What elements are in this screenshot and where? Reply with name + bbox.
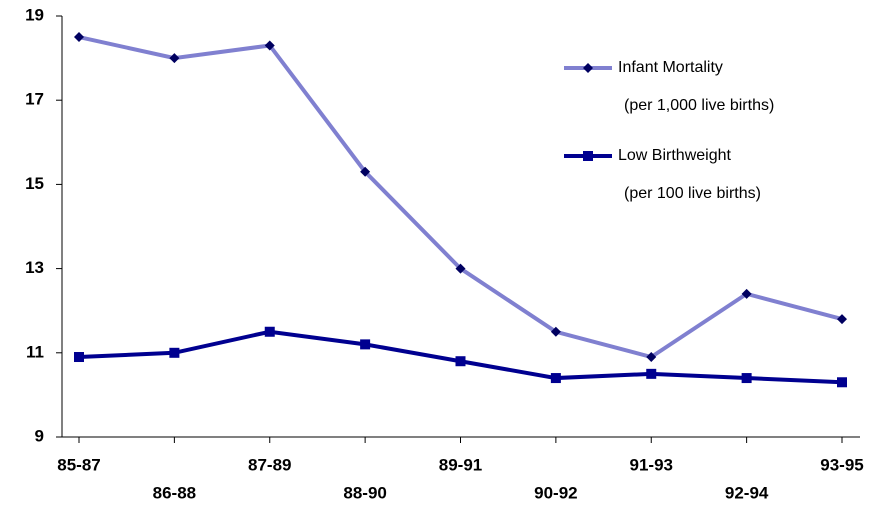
legend-marker: [583, 151, 593, 161]
data-point: [455, 263, 466, 274]
legend-label: Infant Mortality: [618, 59, 723, 76]
x-tick-label: 93-95: [820, 455, 863, 474]
x-tick-label: 90-92: [534, 483, 577, 502]
x-tick-label: 87-89: [248, 455, 291, 474]
legend-label: Low Birthweight: [618, 147, 732, 164]
data-point: [741, 373, 752, 384]
y-tick-label: 11: [26, 342, 44, 361]
x-tick-label: 86-88: [153, 483, 196, 502]
data-point: [169, 347, 180, 358]
data-point: [264, 326, 275, 337]
data-point: [550, 373, 561, 384]
data-point: [837, 314, 847, 325]
x-tick-label: 85-87: [57, 455, 100, 474]
y-tick-label: 9: [35, 426, 44, 445]
x-tick-label: 91-93: [630, 455, 673, 474]
data-point: [550, 326, 561, 337]
data-point: [741, 288, 752, 299]
data-point: [646, 368, 657, 379]
data-point: [360, 166, 371, 177]
x-tick-label: 88-90: [343, 483, 386, 502]
data-point: [837, 377, 847, 388]
data-point: [74, 32, 84, 43]
y-tick-label: 13: [25, 258, 44, 277]
data-point: [264, 40, 275, 51]
data-point: [74, 352, 84, 363]
legend-note: (per 1,000 live births): [624, 97, 774, 114]
data-point: [646, 352, 657, 363]
y-tick-label: 15: [25, 174, 44, 193]
legend-note: (per 100 live births): [624, 185, 761, 202]
x-tick-label: 89-91: [439, 455, 482, 474]
y-tick-label: 19: [25, 5, 44, 24]
x-tick-label: 92-94: [725, 483, 769, 502]
data-point: [455, 356, 466, 367]
legend-marker: [583, 63, 593, 73]
data-point: [169, 53, 180, 64]
data-point: [360, 339, 371, 350]
y-tick-label: 17: [25, 90, 44, 109]
